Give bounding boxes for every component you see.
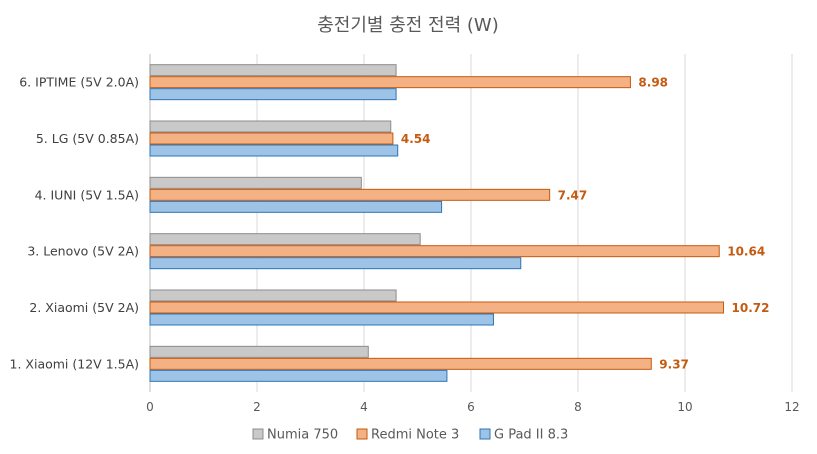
category-label: 5. LG (5V 0.85A) xyxy=(36,131,139,146)
legend-swatch xyxy=(479,428,491,440)
x-tick-label: 10 xyxy=(677,400,692,414)
x-tick-label: 8 xyxy=(574,400,582,414)
data-labels: 8.98 4.54 7.47 10.64 10.72 9.37 xyxy=(401,76,770,372)
bar-g-pad-ii-8-3 xyxy=(149,144,399,157)
bar-numia-750 xyxy=(149,176,362,189)
gridlines xyxy=(149,54,793,392)
legend-swatch xyxy=(356,428,368,440)
x-tick-label: 6 xyxy=(467,400,475,414)
category-label: 6. IPTIME (5V 2.0A) xyxy=(19,75,139,90)
data-label: 9.37 xyxy=(659,357,689,371)
bar-numia-750 xyxy=(149,233,421,246)
x-tick-label: 0 xyxy=(146,400,154,414)
category-label: 2. Xiaomi (5V 2A) xyxy=(29,300,139,315)
category-label: 3. Lenovo (5V 2A) xyxy=(27,244,139,259)
bar-numia-750 xyxy=(149,120,392,133)
x-tick-label: 12 xyxy=(784,400,799,414)
category-label: 1. Xiaomi (12V 1.5A) xyxy=(10,356,139,371)
bar-numia-750 xyxy=(149,345,369,358)
bar-group xyxy=(149,64,725,382)
legend-label: G Pad II 8.3 xyxy=(494,428,568,443)
bar-redmi-note-3 xyxy=(149,132,394,145)
bar-g-pad-ii-8-3 xyxy=(149,257,522,270)
bar-g-pad-ii-8-3 xyxy=(149,369,448,382)
legend-swatch xyxy=(252,428,264,440)
bar-g-pad-ii-8-3 xyxy=(149,200,443,213)
bar-g-pad-ii-8-3 xyxy=(149,313,494,326)
bar-redmi-note-3 xyxy=(149,188,551,201)
legend-label: Numia 750 xyxy=(267,428,338,443)
bar-g-pad-ii-8-3 xyxy=(149,88,397,101)
data-label: 7.47 xyxy=(558,188,588,202)
data-label: 4.54 xyxy=(401,132,431,146)
bar-redmi-note-3 xyxy=(149,357,652,370)
bar-numia-750 xyxy=(149,64,397,77)
category-labels: 6. IPTIME (5V 2.0A) 5. LG (5V 0.85A) 4. IU… xyxy=(10,75,139,372)
legend-label: Redmi Note 3 xyxy=(371,428,459,443)
bar-numia-750 xyxy=(149,289,397,302)
chart-title: 충전기별 충전 전력 (W) xyxy=(317,15,499,36)
data-label: 10.64 xyxy=(727,245,765,259)
data-label: 10.72 xyxy=(732,301,770,315)
bar-redmi-note-3 xyxy=(149,301,725,314)
data-label: 8.98 xyxy=(638,76,668,90)
legend: Numia 750 Redmi Note 3 G Pad II 8.3 xyxy=(252,428,568,443)
x-tick-label: 4 xyxy=(360,400,368,414)
x-axis-ticks: 0 2 4 6 8 10 12 xyxy=(146,400,799,414)
category-label: 4. IUNI (5V 1.5A) xyxy=(35,187,139,202)
x-tick-label: 2 xyxy=(253,400,261,414)
bar-redmi-note-3 xyxy=(149,76,631,89)
bar-redmi-note-3 xyxy=(149,245,720,258)
